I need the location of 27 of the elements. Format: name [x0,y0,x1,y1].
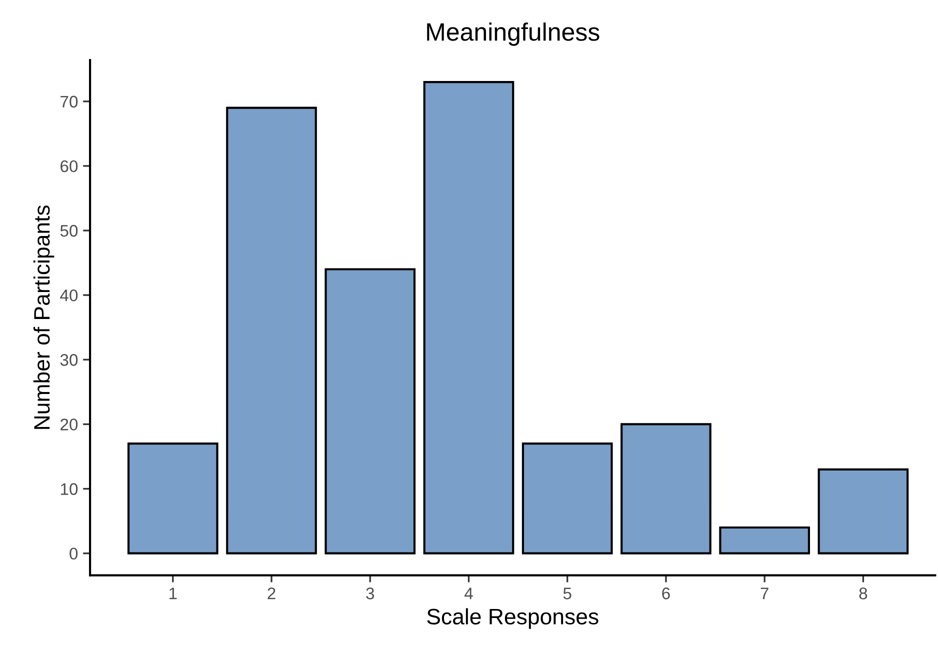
y-tick-label: 0 [70,548,78,560]
y-axis-title: Number of Participants [33,205,54,429]
x-tick-label: 8 [859,588,868,600]
chart-title: Meaningfulness [427,22,600,46]
bar [127,442,218,554]
x-tick-label: 3 [366,588,374,600]
x-axis-title: Scale Responses [427,608,598,629]
y-tick-label: 10 [60,483,78,495]
x-tick-label: 1 [170,588,177,600]
x-tick-label: 5 [563,588,572,600]
x-tick-label: 6 [662,588,670,600]
y-tick-label: 20 [60,418,78,430]
x-tick-label: 2 [268,588,276,600]
bar [324,268,416,554]
bar [719,526,810,554]
y-tick-label: 40 [60,289,78,302]
bar [818,468,909,554]
y-tick-label: 70 [60,96,78,108]
x-tick-label: 7 [760,588,768,600]
y-tick-label: 50 [60,224,78,237]
bar [522,442,613,554]
bar [226,106,317,554]
y-tick-label: 60 [60,160,78,172]
bar [423,80,514,554]
bar [620,423,712,554]
y-tick-label: 30 [60,354,78,366]
x-tick-label: 4 [464,588,473,600]
